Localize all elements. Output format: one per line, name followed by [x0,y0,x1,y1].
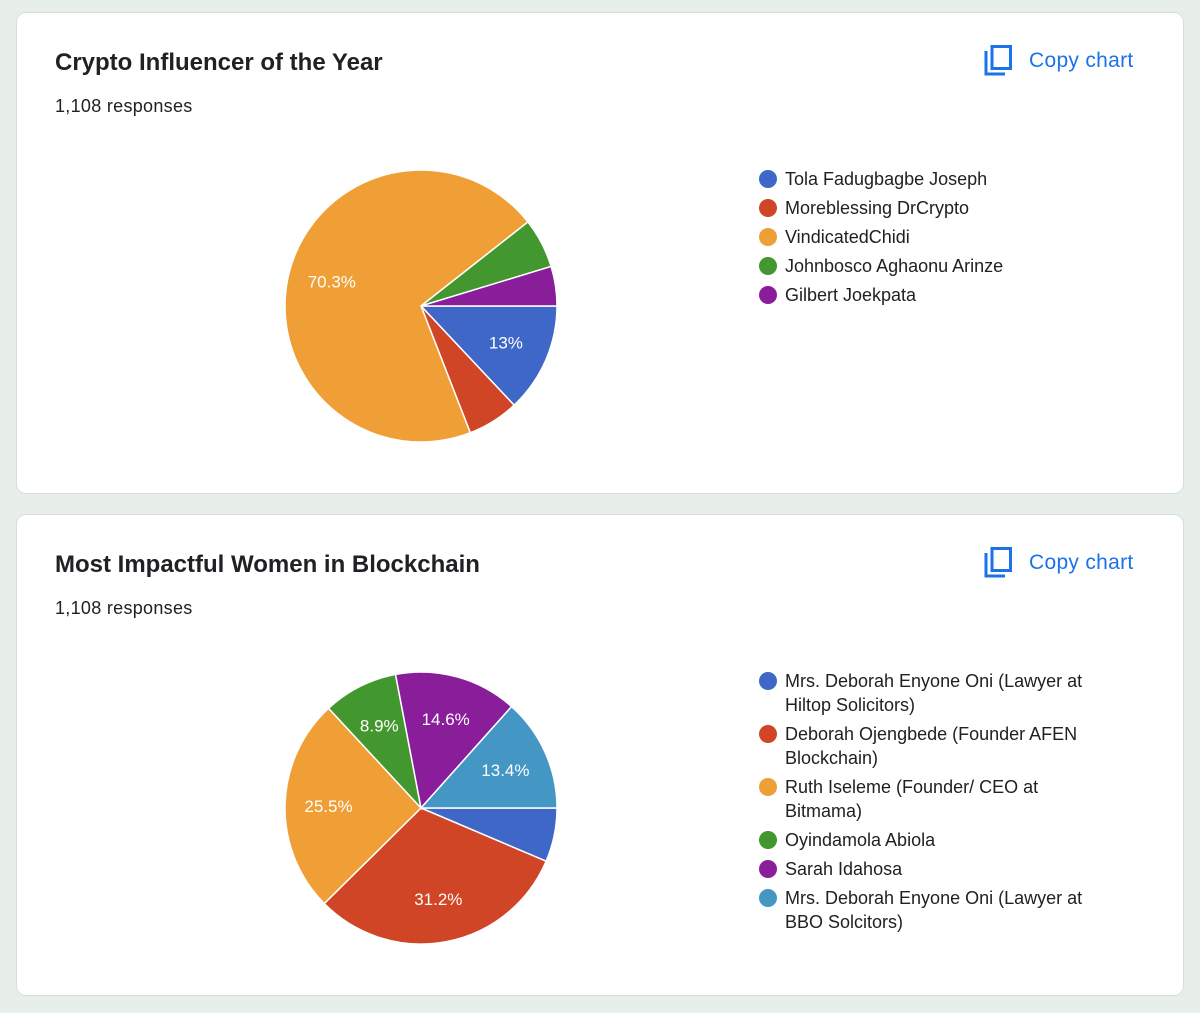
legend-label: Moreblessing DrCrypto [785,198,970,218]
copy-icon [984,547,1012,578]
pie-slice [394,671,513,810]
chart-legend: Tola Fadugbagbe Joseph Moreblessing DrCry… [759,167,1003,312]
legend-swatch [759,286,777,304]
legend-swatch [759,257,777,275]
chart-title: Crypto Influencer of the Year [55,49,383,76]
slice-percent-label: 8.9% [360,717,399,736]
legend-item: Oyindamola Abiola [759,828,1099,852]
legend-swatch [759,860,777,878]
slice-percent-label: 13% [489,334,523,353]
legend-item: Moreblessing DrCrypto [759,196,1003,220]
chart-legend: Mrs. Deborah Enyone Oni (Lawyer at Hilto… [759,669,1099,939]
copy-chart-label: Copy chart [1029,49,1134,72]
pie-slice [284,169,529,443]
legend-swatch [759,831,777,849]
legend-item: VindicatedChidi [759,225,1003,249]
pie-slice [419,705,558,809]
legend-item: Tola Fadugbagbe Joseph [759,167,1003,191]
slice-percent-label: 14.6% [422,710,470,729]
legend-item: Johnbosco Aghaonu Arinze [759,254,1003,278]
slice-percent-label: 25.5% [304,797,352,816]
copy-icon [984,45,1012,76]
legend-label: Johnbosco Aghaonu Arinze [785,256,1004,276]
legend-swatch [759,228,777,246]
legend-item: Deborah Ojengbede (Founder AFEN Blockcha… [759,722,1099,770]
pie-slice [419,305,558,407]
pie-slice [323,807,548,945]
legend-label: Ruth Iseleme (Founder/ CEO at Bitmama) [785,777,1039,821]
response-count: 1,108 responses [55,96,193,116]
legend-item: Gilbert Joekpata [759,283,1003,307]
legend-label: Mrs. Deborah Enyone Oni (Lawyer at Hilto… [785,671,1083,715]
chart-title: Most Impactful Women in Blockchain [55,551,480,578]
legend-swatch [759,889,777,907]
legend-swatch [759,672,777,690]
legend-label: Tola Fadugbagbe Joseph [785,169,988,189]
legend-label: Mrs. Deborah Enyone Oni (Lawyer at BBO S… [785,888,1083,932]
legend-item: Ruth Iseleme (Founder/ CEO at Bitmama) [759,775,1099,823]
legend-label: Oyindamola Abiola [785,830,936,850]
copy-chart-label: Copy chart [1029,551,1134,574]
pie-slice [420,265,558,307]
pie-chart: 31.2% 25.5% 8.9% 14.6% 13.4% [284,671,558,945]
slice-percent-label: 13.4% [481,761,529,780]
legend-label: Sarah Idahosa [785,859,903,879]
slice-percent-label: 31.2% [414,890,462,909]
legend-item: Mrs. Deborah Enyone Oni (Lawyer at BBO S… [759,886,1099,934]
legend-swatch [759,170,777,188]
pie-slice [284,707,423,905]
copy-chart-button[interactable]: Copy chart [983,545,1134,581]
copy-chart-button[interactable]: Copy chart [983,43,1134,79]
legend-label: Deborah Ojengbede (Founder AFEN Blockcha… [785,724,1078,768]
legend-label: Gilbert Joekpata [785,285,917,305]
legend-swatch [759,778,777,796]
pie-chart: 13% 70.3% [284,169,558,443]
chart-card-women-blockchain: Most Impactful Women in Blockchain 1,108… [16,514,1184,996]
legend-swatch [759,725,777,743]
chart-card-crypto-influencer: Crypto Influencer of the Year 1,108 resp… [16,12,1184,494]
legend-swatch [759,199,777,217]
response-count: 1,108 responses [55,598,193,618]
legend-item: Sarah Idahosa [759,857,1099,881]
legend-item: Mrs. Deborah Enyone Oni (Lawyer at Hilto… [759,669,1099,717]
slice-percent-label: 70.3% [308,273,356,292]
legend-label: VindicatedChidi [785,227,910,247]
